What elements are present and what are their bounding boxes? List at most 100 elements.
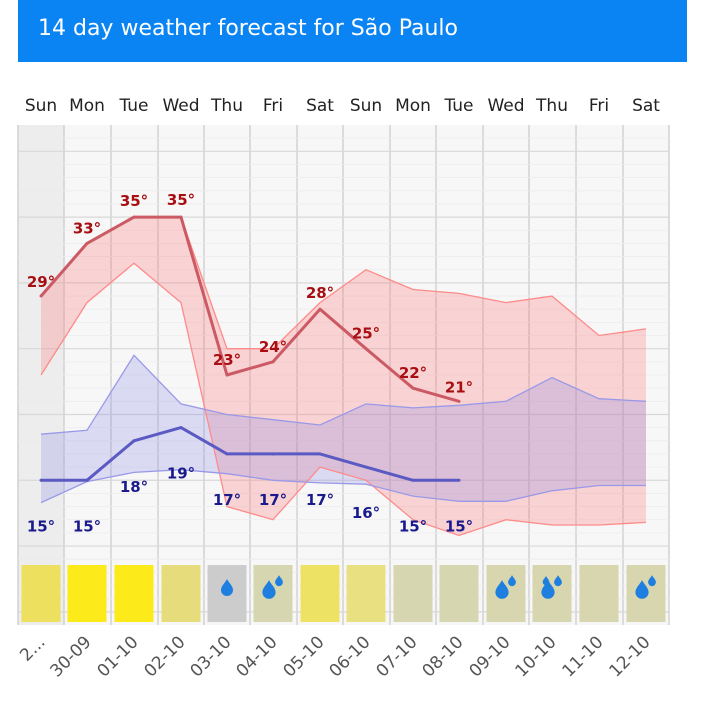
min-temperature-point bbox=[85, 478, 89, 482]
day-label: Fri bbox=[589, 96, 609, 116]
date-label: 03-10 bbox=[186, 632, 235, 681]
day-label: Sun bbox=[350, 96, 382, 116]
max-temperature-label: 35° bbox=[167, 191, 195, 209]
min-temperature-label: 17° bbox=[306, 491, 334, 509]
condition-tile bbox=[393, 565, 433, 622]
date-label: 06-10 bbox=[325, 632, 374, 681]
date-label: 02-10 bbox=[140, 632, 189, 681]
rain-drop-small bbox=[275, 575, 283, 587]
max-temperature-point bbox=[85, 241, 89, 245]
condition-tile bbox=[207, 565, 247, 622]
date-label: 2... bbox=[16, 632, 49, 665]
min-temperature-point bbox=[364, 465, 368, 469]
min-temperature-label: 17° bbox=[259, 491, 287, 509]
condition-tile bbox=[161, 565, 201, 622]
condition-tile-bg bbox=[114, 565, 154, 622]
day-label: Fri bbox=[263, 96, 283, 116]
condition-tile-bg bbox=[300, 565, 340, 622]
condition-tile-bg bbox=[393, 565, 433, 622]
condition-tile-bg bbox=[67, 565, 107, 622]
day-label: Mon bbox=[395, 96, 431, 116]
min-temperature-point bbox=[225, 452, 229, 456]
max-temperature-label: 33° bbox=[73, 219, 101, 237]
day-label: Wed bbox=[162, 96, 199, 116]
condition-tile bbox=[114, 565, 154, 622]
date-label: 30-09 bbox=[46, 632, 95, 681]
day-label: Tue bbox=[443, 96, 473, 116]
weather-conditions-row bbox=[21, 565, 666, 622]
min-temperature-point bbox=[271, 452, 275, 456]
condition-tile-bg bbox=[161, 565, 201, 622]
condition-tile bbox=[486, 565, 526, 622]
rain-drop-small bbox=[554, 575, 562, 587]
condition-tile-bg bbox=[21, 565, 61, 622]
heavy-rain-icon bbox=[541, 575, 562, 599]
max-temperature-point bbox=[39, 294, 43, 298]
rain-drop-large bbox=[541, 580, 555, 599]
condition-tile bbox=[21, 565, 61, 622]
min-temperature-label: 15° bbox=[73, 517, 101, 535]
condition-tile-bg bbox=[346, 565, 386, 622]
rain-drop-small bbox=[542, 576, 550, 586]
heavy-rain-icon bbox=[495, 575, 516, 599]
date-label: 07-10 bbox=[372, 632, 421, 681]
date-label: 12-10 bbox=[605, 632, 654, 681]
min-temperature-point bbox=[457, 478, 461, 482]
condition-tile bbox=[579, 565, 619, 622]
plot-background bbox=[17, 125, 670, 625]
day-label: Thu bbox=[210, 96, 243, 116]
date-label: 05-10 bbox=[279, 632, 328, 681]
rain-drop-large bbox=[262, 580, 276, 599]
min-temperature-label: 15° bbox=[445, 517, 473, 535]
min-temperature-label: 15° bbox=[27, 517, 55, 535]
rain-drop-small bbox=[648, 575, 656, 587]
min-range-lower-line bbox=[40, 469, 646, 504]
day-label: Thu bbox=[535, 96, 568, 116]
condition-tile bbox=[532, 565, 572, 622]
condition-tile bbox=[626, 565, 666, 622]
min-temperature-label: 18° bbox=[120, 478, 148, 496]
min-range-upper-line bbox=[40, 354, 647, 435]
date-label: 08-10 bbox=[418, 632, 467, 681]
page-title: 14 day weather forecast for São Paulo bbox=[38, 16, 458, 41]
min-temperature-label: 19° bbox=[167, 465, 195, 483]
max-temperature-line bbox=[39, 215, 460, 403]
condition-tile bbox=[346, 565, 386, 622]
temperature-labels: 29° 33° 35° 35° 23° 24° 28° 25° 22° 21° 15° 15° 18° 1… bbox=[27, 191, 473, 535]
min-temperature-point bbox=[179, 426, 183, 430]
day-label: Sun bbox=[25, 96, 57, 116]
day-label: Tue bbox=[118, 96, 148, 116]
min-temperature-point bbox=[411, 478, 415, 482]
min-temperature-point bbox=[132, 439, 136, 443]
max-temperature-label: 22° bbox=[399, 364, 427, 382]
max-temperature-label: 24° bbox=[259, 338, 287, 356]
condition-tile bbox=[67, 565, 107, 622]
max-temperature-label: 28° bbox=[306, 284, 334, 302]
max-range-lower-line bbox=[40, 262, 647, 537]
date-label: 09-10 bbox=[465, 632, 514, 681]
min-temperature-label: 17° bbox=[213, 491, 241, 509]
heavy-rain-icon bbox=[262, 575, 283, 599]
rain-drop-large bbox=[635, 580, 649, 599]
max-range-band bbox=[41, 217, 646, 536]
day-label: Sat bbox=[632, 96, 660, 116]
day-label: Mon bbox=[69, 96, 105, 116]
max-temperature-point bbox=[318, 307, 322, 311]
max-temperature-label: 29° bbox=[27, 273, 55, 291]
date-label: 04-10 bbox=[232, 632, 281, 681]
condition-tile bbox=[253, 565, 293, 622]
max-temperature-point bbox=[225, 373, 229, 377]
min-range-band bbox=[41, 355, 646, 503]
condition-tile-bg bbox=[439, 565, 479, 622]
max-temperature-point bbox=[179, 215, 183, 219]
max-temperature-label: 21° bbox=[445, 378, 473, 396]
day-label: Wed bbox=[487, 96, 524, 116]
max-temperature-label: 35° bbox=[120, 192, 148, 210]
min-temperature-line bbox=[41, 426, 459, 482]
min-temperature-point bbox=[318, 452, 322, 456]
date-label: 10-10 bbox=[511, 632, 560, 681]
temperature-lines bbox=[39, 215, 461, 482]
date-label: 01-10 bbox=[93, 632, 142, 681]
max-temperature-point bbox=[457, 399, 461, 403]
